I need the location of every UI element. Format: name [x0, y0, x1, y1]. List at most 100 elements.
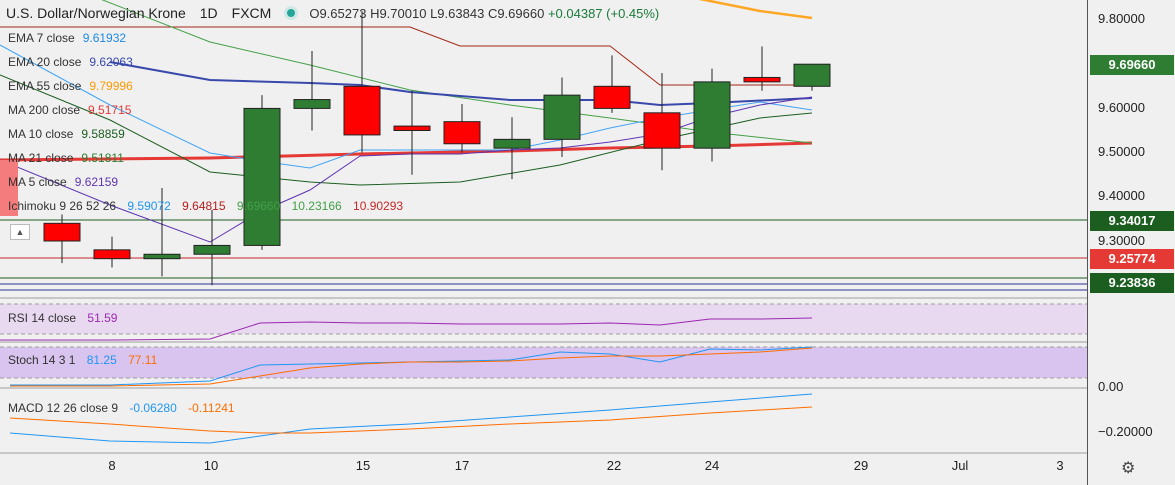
rsi-legend[interactable]: RSI 14 close 51.59 [8, 311, 117, 325]
candle-down[interactable] [443, 121, 481, 145]
ichimoku-value-3: 9.69660 [236, 199, 281, 213]
indicator-value: 9.51715 [88, 103, 132, 117]
stoch-k-value: 81.25 [86, 353, 117, 367]
candle-up[interactable] [793, 63, 831, 87]
high-value: H9.70010 [370, 5, 427, 21]
price-axis[interactable]: 9.80000 9.60000 9.50000 9.40000 9.30000 … [1087, 0, 1175, 485]
time-tick: 29 [853, 458, 869, 473]
change-value: +0.04387 (+0.45%) [547, 5, 660, 21]
stoch-k-line [10, 346, 813, 386]
candle-up[interactable] [143, 253, 181, 260]
time-tick: 22 [606, 458, 622, 473]
ichimoku-value-5: 10.90293 [353, 199, 404, 213]
macd-label: MACD 12 26 close 9 [8, 401, 119, 415]
candle-down[interactable] [343, 85, 381, 136]
indicator-value: 9.79996 [89, 79, 133, 93]
price-tick: 9.60000 [1098, 100, 1145, 115]
price-tick: 9.50000 [1098, 144, 1145, 159]
indicator-label: MA 10 close [8, 127, 74, 141]
rsi-line [0, 317, 813, 341]
time-tick: 3 [1056, 458, 1064, 473]
indicator-value: 9.61932 [82, 31, 127, 45]
ichimoku-value-4: 10.23166 [291, 199, 342, 213]
candle-up[interactable] [493, 138, 531, 149]
time-tick: 15 [355, 458, 371, 473]
indicator-value: 9.58859 [81, 127, 125, 141]
indicator-legend-row[interactable]: EMA 7 close 9.61932 [8, 31, 126, 45]
candle-down[interactable] [743, 76, 781, 83]
macd-line [9, 393, 813, 444]
indicator-value: 9.51811 [81, 151, 124, 165]
ichimoku-legend[interactable]: Ichimoku 9 26 52 26 9.59072 9.64815 9.69… [8, 199, 403, 213]
stoch-d-value: 77.11 [128, 353, 158, 367]
macd-signal-value: -0.11241 [188, 401, 235, 415]
gear-icon[interactable]: ⚙ [1121, 460, 1136, 477]
candle-up[interactable] [193, 244, 231, 255]
stoch-label: Stoch 14 3 1 [8, 353, 76, 367]
interval-label[interactable]: 1D [199, 5, 218, 21]
candle-down[interactable] [93, 249, 131, 260]
macd-legend[interactable]: MACD 12 26 close 9 -0.06280 -0.11241 [8, 401, 235, 415]
side-marker [0, 160, 18, 216]
candle-down[interactable] [393, 125, 431, 132]
indicator-label: EMA 7 close [8, 31, 75, 45]
indicator-legend-row[interactable]: MA 10 close 9.58859 [8, 127, 125, 141]
candle-down[interactable] [593, 85, 631, 109]
time-tick: 24 [704, 458, 720, 473]
time-tick: 17 [454, 458, 470, 473]
ichimoku-label: Ichimoku 9 26 52 26 [8, 199, 117, 213]
open-value: O9.65273 [309, 5, 367, 21]
indicator-label: MA 200 close [8, 103, 81, 117]
candle-up[interactable] [243, 107, 281, 246]
indicator-value: 9.62063 [89, 55, 133, 69]
ichimoku-base-line [0, 26, 812, 86]
indicator-label: EMA 55 close [8, 79, 82, 93]
indicator-legend-row[interactable]: EMA 55 close 9.79996 [8, 79, 133, 93]
symbol-name[interactable]: U.S. Dollar/Norwegian Krone [6, 5, 186, 21]
level-tag: 9.34017 [1090, 211, 1174, 231]
ohlc-values: O9.65273 H9.70010 L9.63843 C9.69660 +0.0… [309, 6, 659, 21]
level-tag: 9.23836 [1090, 273, 1174, 293]
price-tick: 9.30000 [1098, 233, 1145, 248]
ema55-line [698, 0, 813, 20]
price-chart[interactable] [0, 0, 1087, 485]
collapse-legend-button[interactable]: ▲ [10, 224, 30, 240]
indicator-label: EMA 20 close [8, 55, 82, 69]
low-value: L9.63843 [430, 5, 485, 21]
indicator-label: MA 21 close [8, 151, 74, 165]
exchange-label: FXCM [231, 5, 272, 21]
last-price-tag: 9.69660 [1090, 55, 1174, 75]
stoch-tick: 0.00 [1098, 379, 1124, 394]
indicator-legend-row[interactable]: MA 21 close 9.51811 [8, 151, 124, 165]
ema20-line [109, 61, 813, 107]
candles-group [43, 11, 831, 286]
indicator-legend-row[interactable]: EMA 20 close 9.62063 [8, 55, 133, 69]
indicator-legend-row[interactable]: MA 200 close 9.51715 [8, 103, 131, 117]
candle-up[interactable] [543, 94, 581, 140]
time-tick: 8 [108, 458, 116, 473]
close-value: C9.69660 [487, 5, 545, 21]
candle-up[interactable] [293, 99, 331, 109]
ema7-line [0, 44, 813, 169]
rsi-label: RSI 14 close [8, 311, 77, 325]
candle-up[interactable] [693, 81, 731, 149]
rsi-value: 51.59 [87, 311, 118, 325]
candle-down[interactable] [643, 112, 681, 149]
level-tag: 9.25774 [1090, 249, 1174, 269]
indicator-legend-row[interactable]: MA 5 close 9.62159 [8, 175, 118, 189]
macd-value: -0.06280 [129, 401, 177, 415]
candle-down[interactable] [43, 222, 81, 242]
indicator-value: 9.62159 [74, 175, 119, 189]
ichimoku-value-1: 9.59072 [127, 199, 171, 213]
macd-signal-line [9, 406, 813, 434]
time-tick: Jul [951, 458, 969, 473]
price-tick: 9.40000 [1098, 188, 1145, 203]
macd-tick: −0.20000 [1098, 424, 1153, 439]
stoch-legend[interactable]: Stoch 14 3 1 81.25 77.11 [8, 353, 157, 367]
rsi-band [0, 304, 1087, 334]
ichimoku-value-2: 9.64815 [182, 199, 226, 213]
stoch-d-line [10, 347, 813, 387]
symbol-header: U.S. Dollar/Norwegian Krone 1D FXCM O9.6… [6, 5, 659, 21]
ma5-line [0, 96, 813, 243]
time-tick: 10 [203, 458, 219, 473]
